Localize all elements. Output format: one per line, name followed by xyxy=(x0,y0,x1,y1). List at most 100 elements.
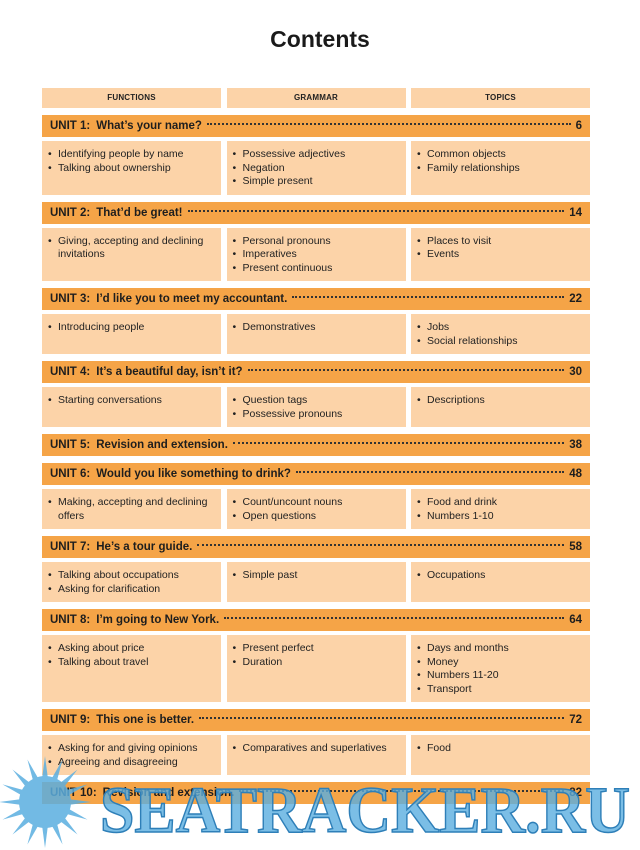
grammar-cell: Present perfectDuration xyxy=(226,635,406,702)
leader-dots xyxy=(199,717,565,719)
topics-cell: Days and monthsMoneyNumbers 11-20Transpo… xyxy=(411,635,590,702)
unit-title: I’m going to New York. xyxy=(96,614,220,626)
unit-title: Revision and extension. xyxy=(96,439,228,451)
bullet-item: Jobs xyxy=(417,321,584,335)
bullet-item: Asking for and giving opinions xyxy=(48,742,215,756)
topics-cell: JobsSocial relationships xyxy=(411,314,590,354)
unit-label: UNIT 10: xyxy=(50,787,97,799)
page-number: 58 xyxy=(569,541,582,553)
unit-label: UNIT 9: xyxy=(50,714,91,726)
topics-cell: Food and drinkNumbers 1-10 xyxy=(411,489,590,529)
functions-cell: Starting conversations xyxy=(42,387,221,427)
bullet-item: Transport xyxy=(417,683,584,697)
topics-cell: Occupations xyxy=(411,562,590,602)
unit-label: UNIT 4: xyxy=(50,366,91,378)
grammar-cell: Possessive adjectivesNegationSimple pres… xyxy=(226,141,406,195)
unit-label: UNIT 2: xyxy=(50,206,91,219)
unit-bar: UNIT 8: I’m going to New York. 64 xyxy=(42,609,590,631)
unit-content-row: Introducing people Demonstratives JobsSoci… xyxy=(42,314,590,354)
page-number: 48 xyxy=(569,468,582,480)
unit-bar: UNIT 6: Would you like something to drink… xyxy=(42,463,590,485)
sun-ray xyxy=(2,808,25,820)
page-number: 22 xyxy=(569,293,582,305)
grammar-cell: Question tagsPossessive pronouns xyxy=(226,387,406,427)
bullet-item: Numbers 1-10 xyxy=(417,510,584,524)
leader-dots xyxy=(206,123,571,125)
bullet-item: Possessive pronouns xyxy=(233,408,400,422)
sun-ray xyxy=(27,759,39,782)
bullet-item: Days and months xyxy=(417,642,584,656)
unit-content-row: Making, accepting and declining offers Co… xyxy=(42,489,590,529)
bullet-item: Places to visit xyxy=(417,235,584,249)
bullet-item: Agreeing and disagreeing xyxy=(48,756,215,770)
grammar-cell: Comparatives and superlatives xyxy=(226,735,406,775)
unit-bar: UNIT 4: It’s a beautiful day, isn’t it? 30 xyxy=(42,361,590,383)
leader-dots xyxy=(239,790,565,792)
unit-content-row: Giving, accepting and declining invitati… xyxy=(42,227,590,281)
bullet-item: Personal pronouns xyxy=(233,235,400,249)
grammar-cell: Demonstratives xyxy=(226,314,406,354)
bullet-item: Events xyxy=(417,248,584,262)
bullet-item: Identifying people by name xyxy=(48,148,215,162)
sun-ray xyxy=(12,816,31,835)
column-header: TOPICS xyxy=(411,88,590,108)
unit-label: UNIT 6: xyxy=(50,468,91,480)
bullet-item: Starting conversations xyxy=(48,394,215,408)
functions-cell: Asking for and giving opinionsAgreeing a… xyxy=(42,735,221,775)
column-header: FUNCTIONS xyxy=(42,88,221,108)
bullet-item: Making, accepting and declining offers xyxy=(48,496,215,523)
bullet-item: Present perfect xyxy=(233,642,400,656)
bullet-item: Duration xyxy=(233,656,400,670)
bullet-item: Food and drink xyxy=(417,496,584,510)
page-number: 6 xyxy=(575,120,582,132)
leader-dots xyxy=(187,209,565,212)
sun-ray xyxy=(2,784,25,796)
unit-title: That’d be great! xyxy=(96,206,183,219)
functions-cell: Making, accepting and declining offers xyxy=(42,489,221,529)
bullet-item: Simple past xyxy=(233,569,400,583)
unit-label: UNIT 5: xyxy=(50,439,91,451)
contents-table: FUNCTIONS GRAMMAR TOPICS UNIT 1: What’s your… xyxy=(42,88,590,804)
topics-cell: Descriptions xyxy=(411,387,590,427)
bullet-item: Imperatives xyxy=(233,248,400,262)
bullet-item: Social relationships xyxy=(417,335,584,349)
page-number: 38 xyxy=(569,439,582,451)
bullet-item: Talking about occupations xyxy=(48,569,215,583)
leader-dots xyxy=(247,369,565,371)
bullet-item: Food xyxy=(417,742,584,756)
bullet-item: Asking about price xyxy=(48,642,215,656)
page-number: 14 xyxy=(569,206,582,219)
unit-title: This one is better. xyxy=(96,714,195,726)
sun-ray xyxy=(65,808,88,820)
bullet-item: Descriptions xyxy=(417,394,584,408)
bullet-item: Comparatives and superlatives xyxy=(233,742,400,756)
unit-title: What’s your name? xyxy=(96,120,202,132)
bullet-item: Occupations xyxy=(417,569,584,583)
unit-title: I’d like you to meet my accountant. xyxy=(96,293,288,305)
unit-bar: UNIT 9: This one is better. 72 xyxy=(42,709,590,731)
sun-ray xyxy=(27,822,39,845)
unit-content-row: Asking about priceTalking about travelPr… xyxy=(42,635,590,702)
unit-title: He’s a tour guide. xyxy=(96,541,193,553)
unit-bar: UNIT 2: That’d be great! 14 xyxy=(42,201,590,224)
bullet-item: Present continuous xyxy=(233,262,400,276)
bullet-item: Giving, accepting and declining invitati… xyxy=(48,235,215,262)
unit-content-row: Talking about occupationsAsking for clar… xyxy=(42,562,590,602)
functions-cell: Introducing people xyxy=(42,314,221,354)
unit-bar: UNIT 7: He’s a tour guide. 58 xyxy=(42,536,590,558)
functions-cell: Asking about priceTalking about travel xyxy=(42,635,221,702)
sun-ray xyxy=(42,825,48,848)
grammar-cell: Count/uncount nounsOpen questions xyxy=(226,489,406,529)
unit-content-row: Starting conversations Question tagsPosse… xyxy=(42,387,590,427)
bullet-item: Numbers 11-20 xyxy=(417,669,584,683)
grammar-cell: Personal pronounsImperativesPresent cont… xyxy=(226,227,406,281)
unit-bar: UNIT 3: I’d like you to meet my accountan… xyxy=(42,288,590,310)
leader-dots xyxy=(292,296,565,298)
bullet-item: Money xyxy=(417,656,584,670)
unit-content-row: Identifying people by nameTalking about … xyxy=(42,141,590,195)
unit-label: UNIT 1: xyxy=(50,120,91,132)
bullet-item: Count/uncount nouns xyxy=(233,496,400,510)
unit-label: UNIT 7: xyxy=(50,541,91,553)
bullet-item: Question tags xyxy=(233,394,400,408)
